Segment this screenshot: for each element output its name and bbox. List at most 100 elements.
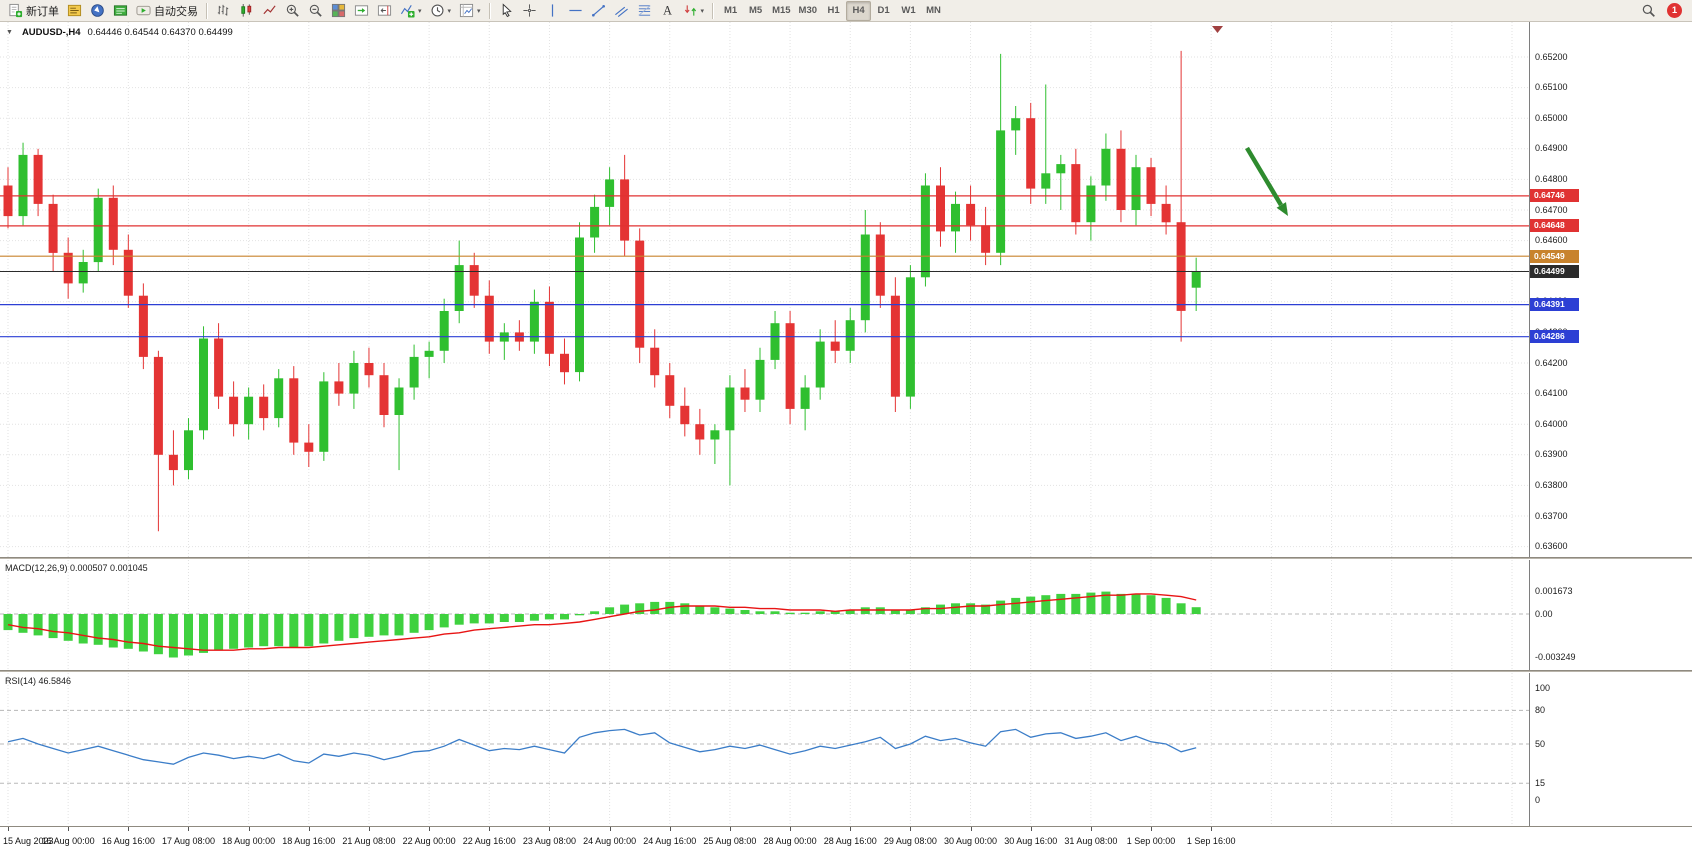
chart-ohlc-values: 0.64446 0.64544 0.64370 0.64499 xyxy=(87,27,233,38)
time-axis-label: 28 Aug 00:00 xyxy=(763,836,817,846)
time-tick xyxy=(910,827,912,831)
shift-marker-icon[interactable] xyxy=(1212,26,1223,33)
rsi-label: RSI(14) 46.5846 xyxy=(5,676,72,686)
tile-windows-icon xyxy=(331,3,346,18)
cursor-button[interactable] xyxy=(495,1,518,21)
arrow-annotation[interactable] xyxy=(1245,146,1283,207)
terminal-button[interactable] xyxy=(109,1,132,21)
price-chart-canvas[interactable] xyxy=(0,22,1529,557)
auto-scroll-icon xyxy=(354,3,369,18)
fibonacci-button[interactable] xyxy=(633,1,656,21)
time-tick xyxy=(549,827,551,831)
toolbar-separator xyxy=(712,2,715,19)
price-chart-panel: ▼ AUDUSD-,H4 0.64446 0.64544 0.64370 0.6… xyxy=(0,22,1692,557)
zoom-in-button[interactable] xyxy=(281,1,304,21)
templates-icon xyxy=(459,3,474,18)
periods-icon xyxy=(430,3,445,18)
autotrading-button[interactable]: 自动交易 xyxy=(132,1,202,21)
notification-badge[interactable]: 1 xyxy=(1667,3,1682,18)
templates-button[interactable]: ▾ xyxy=(455,1,485,21)
rsi-line xyxy=(7,728,1197,765)
vertical-line-button[interactable] xyxy=(541,1,564,21)
timeframe-mn-button[interactable]: MN xyxy=(921,1,946,21)
timeframe-d1-button[interactable]: D1 xyxy=(871,1,896,21)
price-scale[interactable]: 0.65200 0.65100 0.65000 0.64900 0.64800 0.647… xyxy=(1529,22,1692,557)
tile-windows-button[interactable] xyxy=(327,1,350,21)
toolbar-left-groups: 新订单 自动交易 ▾ ▾ ▾ A ▾ M1 M5 M15 M30 H1 H4 D1 W1 MN xyxy=(4,0,946,22)
bar-chart-button[interactable] xyxy=(212,1,235,21)
macd-canvas[interactable] xyxy=(0,560,1529,670)
channel-button[interactable] xyxy=(610,1,633,21)
macd-signal-line xyxy=(7,593,1197,651)
time-axis-label: 16 Aug 16:00 xyxy=(101,836,155,846)
timeframe-w1-button[interactable]: W1 xyxy=(896,1,921,21)
indicators-button[interactable]: ▾ xyxy=(396,1,426,21)
time-axis-label: 25 Aug 08:00 xyxy=(703,836,757,846)
navigator-button[interactable] xyxy=(86,1,109,21)
price-axis-label: 0.63600 xyxy=(1535,541,1568,552)
price-axis-label: 0.64600 xyxy=(1535,235,1568,246)
chart-shift-icon xyxy=(377,3,392,18)
time-tick xyxy=(1090,827,1092,831)
one-click-trading-toggle[interactable]: ▼ xyxy=(6,29,13,36)
chart-window: ▼ AUDUSD-,H4 0.64446 0.64544 0.64370 0.6… xyxy=(0,22,1692,852)
toolbar-right-group: 1 xyxy=(1637,1,1688,21)
zoom-out-button[interactable] xyxy=(304,1,327,21)
timeframe-h4-button[interactable]: H4 xyxy=(846,0,872,21)
panel-separator[interactable] xyxy=(0,670,1692,673)
price-axis-label: 0.65000 xyxy=(1535,112,1568,123)
horizontal-line-button[interactable] xyxy=(564,1,587,21)
auto-scroll-button[interactable] xyxy=(350,1,373,21)
macd-axis-label: 0.001673 xyxy=(1535,586,1573,597)
text-button[interactable]: A xyxy=(656,1,679,21)
cursor-icon xyxy=(499,3,514,18)
arrow-annotation-head xyxy=(1276,202,1288,216)
price-axis-label: 0.64100 xyxy=(1535,388,1568,399)
time-scale[interactable]: 15 Aug 2023 16 Aug 00:00 16 Aug 16:00 17 Au… xyxy=(0,826,1692,852)
crosshair-icon xyxy=(522,3,537,18)
navigator-icon xyxy=(90,3,105,18)
chevron-down-icon: ▾ xyxy=(477,7,481,15)
macd-scale[interactable]: 0.001673 0.00 -0.003249 xyxy=(1529,560,1692,670)
rsi-canvas[interactable] xyxy=(0,673,1529,826)
timeframe-m1-button[interactable]: M1 xyxy=(718,1,743,21)
time-axis-label: 21 Aug 08:00 xyxy=(342,836,396,846)
panel-separator[interactable] xyxy=(0,557,1692,560)
time-tick xyxy=(1151,827,1153,831)
search-icon xyxy=(1641,3,1656,18)
time-axis-label: 1 Sep 16:00 xyxy=(1186,836,1236,846)
line-chart-button[interactable] xyxy=(258,1,281,21)
svg-text:A: A xyxy=(663,4,672,18)
time-axis-label: 1 Sep 00:00 xyxy=(1126,836,1176,846)
new-order-button[interactable]: 新订单 xyxy=(4,1,63,21)
rsi-axis-label: 80 xyxy=(1535,704,1546,715)
candlestick-chart-button[interactable] xyxy=(235,1,258,21)
timeframe-m5-button[interactable]: M5 xyxy=(743,1,768,21)
price-axis-label: 0.64900 xyxy=(1535,143,1568,154)
periods-button[interactable]: ▾ xyxy=(426,1,456,21)
trendline-icon xyxy=(591,3,606,18)
macd-panel: MACD(12,26,9) 0.000507 0.001045 0.001673… xyxy=(0,560,1692,670)
price-axis-label: 0.63800 xyxy=(1535,479,1568,490)
timeframe-m30-button[interactable]: M30 xyxy=(795,1,821,21)
price-tag: 0.64286 xyxy=(1530,330,1579,344)
time-tick xyxy=(368,827,370,831)
bar-chart-icon xyxy=(216,3,231,18)
timeframe-d1-button-label: D1 xyxy=(877,5,890,16)
timeframe-h1-button[interactable]: H1 xyxy=(821,1,846,21)
crosshair-button[interactable] xyxy=(518,1,541,21)
chevron-down-icon: ▾ xyxy=(418,7,422,15)
arrows-button[interactable]: ▾ xyxy=(679,1,709,21)
search-button[interactable] xyxy=(1637,1,1660,21)
market-watch-button[interactable] xyxy=(63,1,86,21)
rsi-scale[interactable]: 100 80 50 15 0 xyxy=(1529,673,1692,826)
time-axis-label: 22 Aug 00:00 xyxy=(402,836,456,846)
rsi-panel: RSI(14) 46.5846 100 80 50 15 0 xyxy=(0,673,1692,826)
timeframe-w1-button-label: W1 xyxy=(901,5,916,16)
chart-shift-button[interactable] xyxy=(373,1,396,21)
price-axis-label: 0.63900 xyxy=(1535,449,1568,460)
timeframe-m15-button[interactable]: M15 xyxy=(768,1,794,21)
time-tick xyxy=(248,827,250,831)
trendline-button[interactable] xyxy=(587,1,610,21)
timeframe-mn-button-label: MN xyxy=(926,5,941,16)
